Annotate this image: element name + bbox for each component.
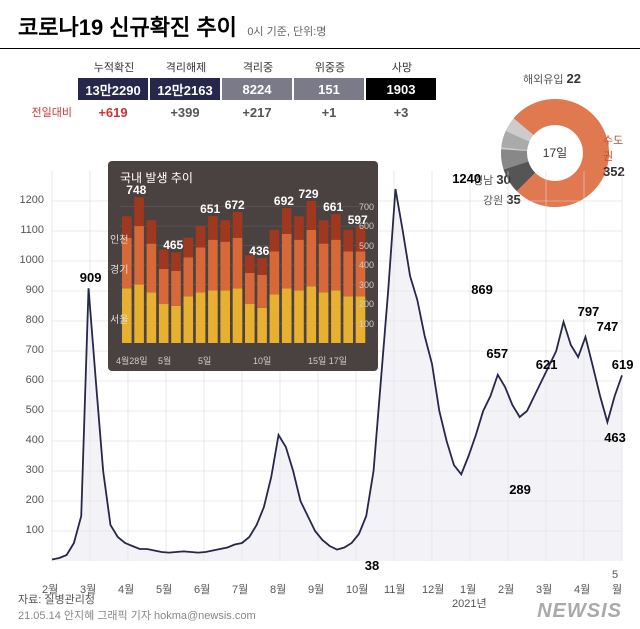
inset-y-label: 700 [359,202,374,212]
peak-label: 621 [536,357,558,372]
inset-peak-label: 672 [225,198,245,212]
peak-label: 38 [365,558,379,573]
inset-peak-label: 729 [299,187,319,201]
stat-box: 151 [294,78,364,100]
inset-y-label: 100 [359,319,374,329]
inset-region-label: 경기 [110,261,128,276]
inset-y-label: 400 [359,260,374,270]
inset-peak-label: 465 [163,238,183,252]
stats-section: 누적확진격리해제격리중위중증사망 13만229012만2163822415119… [0,49,640,126]
stat-box: 13만2290 [78,78,148,100]
chart-container: 코로나19 신규확진 추이 0시 기준, 단위:명 누적확진격리해제격리중위중증… [0,0,640,629]
footer: 자료: 질병관리청 21.05.14 안지혜 그래픽 기자 hokma@news… [18,591,622,623]
y-tick-label: 600 [12,374,44,386]
stat-label: 위중증 [294,59,366,75]
main-line-chart: 909381240869657289621797747463619 100200… [12,161,628,581]
header: 코로나19 신규확진 추이 0시 기준, 단위:명 [0,0,640,49]
stat-label: 누적확진 [78,59,150,75]
stat-box: 12만2163 [150,78,220,100]
y-tick-label: 800 [12,314,44,326]
donut-segment-label: 해외유입 22 [523,71,581,87]
delta-value: +399 [150,105,220,120]
stat-box: 1903 [366,78,436,100]
delta-label: 전일대비 [18,104,76,120]
y-tick-label: 1200 [12,194,44,206]
inset-y-label: 500 [359,241,374,251]
delta-value: +3 [366,105,436,120]
page-subtitle: 0시 기준, 단위:명 [247,23,326,39]
source-text: 자료: 질병관리청 [18,591,622,607]
y-tick-label: 200 [12,494,44,506]
inset-x-label: 15일 17일 [308,354,347,367]
y-tick-label: 500 [12,404,44,416]
inset-y-label: 200 [359,299,374,309]
logo-text: NEWSIS [537,600,622,622]
delta-value: +1 [294,105,364,120]
logo: NEWSIS [537,600,622,623]
inset-bar-chart: 국내 발생 추이 748465651672436692729661597 인천경… [108,161,378,371]
inset-x-label: 5일 [198,354,211,367]
inset-y-label: 300 [359,280,374,290]
stat-label: 격리중 [222,59,294,75]
peak-label: 289 [509,482,531,497]
y-tick-label: 700 [12,344,44,356]
peak-label: 619 [612,357,634,372]
y-tick-label: 100 [12,524,44,536]
inset-peak-label: 692 [274,194,294,208]
page-title: 코로나19 신규확진 추이 [18,10,237,42]
inset-peak-label: 436 [249,244,269,258]
peak-label: 869 [471,282,493,297]
inset-title: 국내 발생 추이 [120,169,366,186]
y-tick-label: 900 [12,284,44,296]
y-tick-label: 300 [12,464,44,476]
inset-region-label: 서울 [110,311,128,326]
stat-label: 사망 [366,59,438,75]
inset-peak-label: 651 [200,202,220,216]
svg-text:17일: 17일 [543,146,567,160]
stat-label: 격리해제 [150,59,222,75]
peak-label: 747 [597,319,619,334]
stat-box: 8224 [222,78,292,100]
peak-label: 797 [578,304,600,319]
y-tick-label: 1000 [12,254,44,266]
y-tick-label: 1100 [12,224,44,236]
y-tick-label: 400 [12,434,44,446]
inset-peak-label: 748 [126,183,146,197]
delta-value: +619 [78,105,148,120]
inset-x-label: 10일 [253,354,271,367]
peak-label: 909 [80,270,102,285]
delta-value: +217 [222,105,292,120]
credit-text: 21.05.14 안지혜 그래픽 기자 hokma@newsis.com [18,607,622,623]
inset-peak-label: 661 [323,200,343,214]
peak-label: 657 [486,346,508,361]
inset-x-label: 5월 [158,354,171,367]
peak-label: 1240 [452,171,481,186]
inset-region-label: 인천 [110,231,128,246]
inset-x-label: 4월28일 [116,354,148,367]
inset-y-label: 600 [359,221,374,231]
peak-label: 463 [604,430,626,445]
